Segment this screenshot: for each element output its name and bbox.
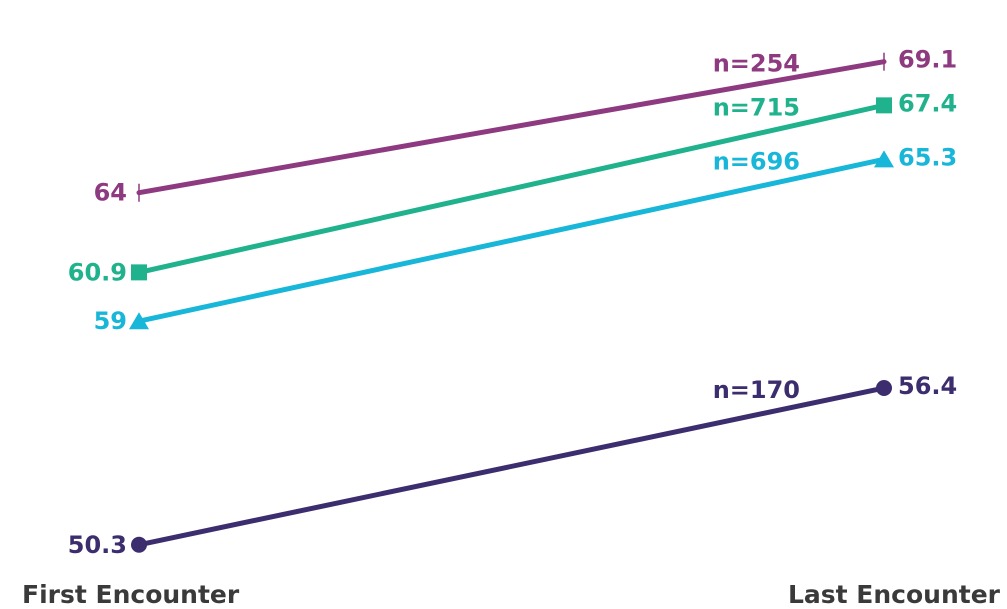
data-label-last: 65.3 bbox=[898, 143, 957, 171]
series-2: 59 65.3 n=696 bbox=[94, 143, 958, 335]
data-label-first: 59 bbox=[94, 307, 127, 335]
series-line bbox=[136, 102, 887, 275]
data-label-last: 69.1 bbox=[898, 46, 957, 74]
data-label-last: 67.4 bbox=[898, 89, 957, 117]
series-n-label: n=254 bbox=[713, 50, 800, 78]
data-point-last bbox=[874, 150, 894, 168]
data-point-first bbox=[131, 264, 147, 281]
data-label-first: 50.3 bbox=[68, 531, 127, 559]
series-line bbox=[136, 385, 887, 548]
data-label-last: 56.4 bbox=[898, 372, 957, 400]
data-label-first: 60.9 bbox=[68, 258, 127, 286]
data-point-last bbox=[876, 97, 892, 114]
series-n-label: n=170 bbox=[713, 376, 800, 404]
series-n-label: n=715 bbox=[713, 93, 800, 121]
data-point-last bbox=[876, 380, 892, 397]
data-label-first: 64 bbox=[94, 179, 127, 207]
series-line bbox=[136, 59, 887, 196]
series-0: 64 69.1 n=254 bbox=[94, 46, 958, 207]
series-3: 50.3 56.4 n=170 bbox=[68, 372, 957, 559]
series-layer: 6469.1n=25460.967.4n=7155965.3n=69650.35… bbox=[68, 46, 957, 559]
series-line bbox=[136, 156, 887, 324]
data-point-first bbox=[131, 536, 147, 553]
x-tick-label-last: Last Encounter bbox=[788, 580, 1001, 609]
series-n-label: n=696 bbox=[713, 147, 800, 175]
series-1: 60.9 67.4 n=715 bbox=[68, 89, 957, 286]
data-point-first bbox=[129, 312, 149, 330]
x-tick-label-first: First Encounter bbox=[22, 580, 240, 609]
